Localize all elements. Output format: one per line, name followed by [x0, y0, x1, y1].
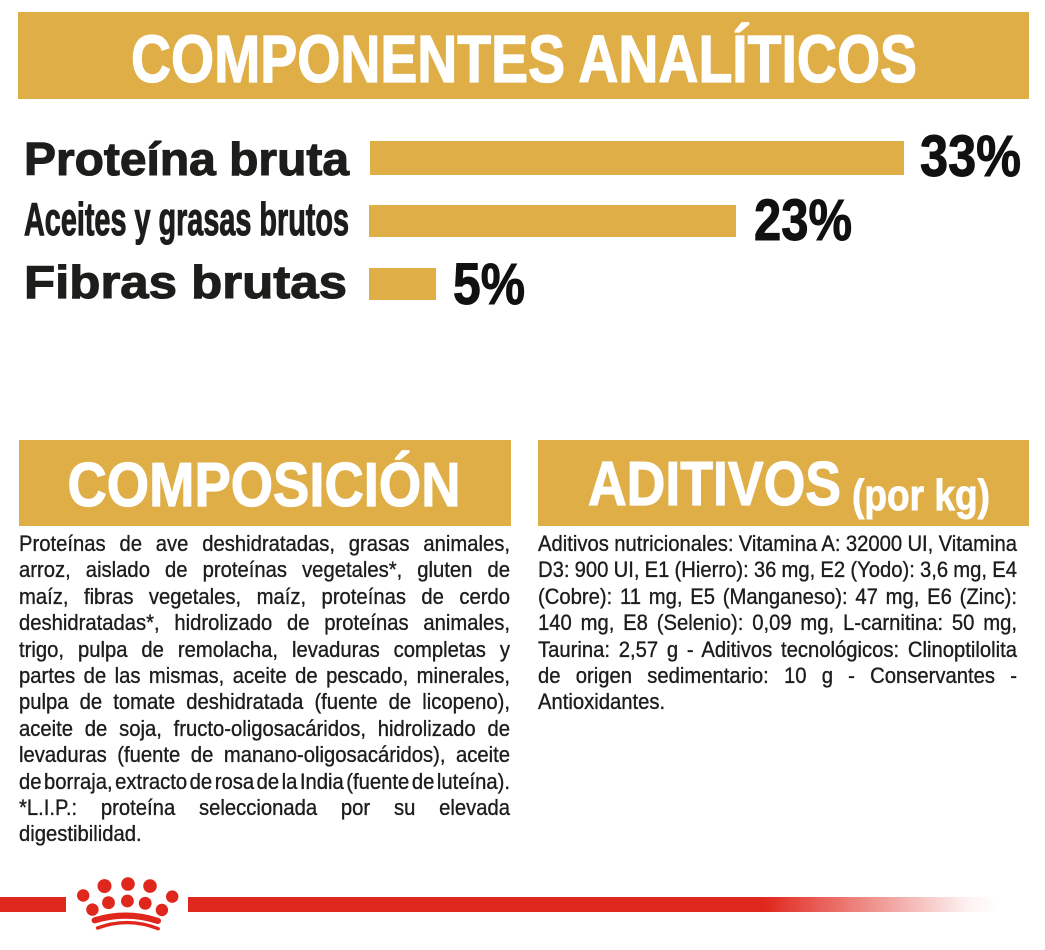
svg-text:Proteína bruta: Proteína bruta — [24, 133, 349, 185]
svg-text:5%: 5% — [453, 252, 525, 317]
svg-text:COMPOSICIÓN: COMPOSICIÓN — [68, 451, 461, 520]
svg-text:(por kg): (por kg) — [852, 471, 990, 520]
svg-text:Fibras brutas: Fibras brutas — [24, 256, 347, 308]
svg-text:Aceites y grasas brutos: Aceites y grasas brutos — [24, 193, 349, 245]
svg-text:23%: 23% — [754, 188, 852, 253]
svg-text:ADITIVOS: ADITIVOS — [588, 450, 841, 519]
svg-text:COMPONENTES ANALÍTICOS: COMPONENTES ANALÍTICOS — [131, 22, 917, 97]
svg-text:33%: 33% — [920, 124, 1021, 189]
